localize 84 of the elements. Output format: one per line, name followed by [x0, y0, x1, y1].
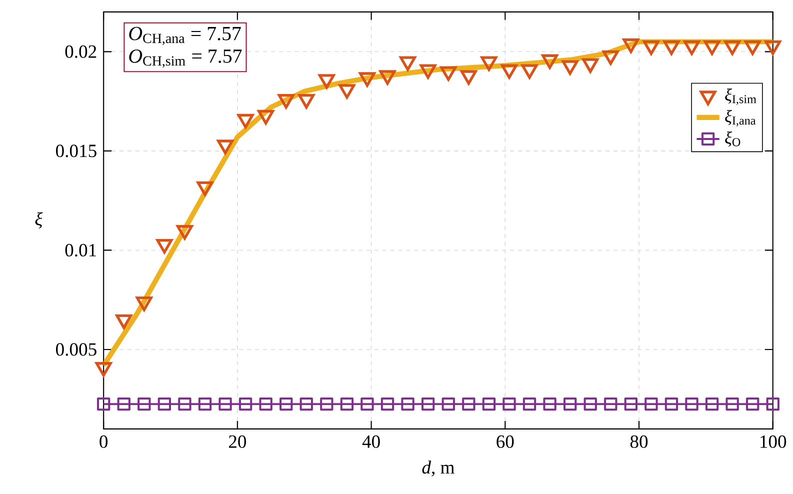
- point: [502, 398, 516, 411]
- point: [298, 94, 315, 109]
- point: [178, 398, 192, 411]
- point: [726, 398, 739, 411]
- point: [217, 140, 234, 154]
- point: [196, 181, 214, 196]
- point: [542, 54, 558, 69]
- point: [421, 398, 435, 411]
- point: [704, 40, 720, 55]
- point: [582, 58, 599, 73]
- point: [442, 398, 455, 411]
- point: [176, 225, 193, 240]
- point: [318, 74, 335, 89]
- point: [237, 114, 254, 128]
- x-axis-title: d, m: [422, 460, 454, 476]
- point: [602, 50, 619, 65]
- point: [360, 398, 374, 411]
- point: [379, 70, 396, 85]
- point: [440, 66, 457, 81]
- point: [564, 398, 577, 411]
- point: [358, 72, 376, 87]
- point: [644, 398, 658, 411]
- point: [480, 56, 498, 71]
- point: [198, 398, 212, 411]
- point: [562, 60, 578, 75]
- point: [340, 398, 354, 411]
- annotation: O$_{CH,sim}$ = 7.57: [129, 49, 242, 68]
- x-tick-label: 80: [630, 435, 648, 448]
- legend-label: ξ$_{I,sim}$: [725, 88, 756, 105]
- point: [278, 94, 294, 109]
- y-tick-label: 0.01: [65, 244, 96, 257]
- point: [97, 398, 110, 411]
- point: [482, 398, 496, 411]
- point: [218, 398, 232, 411]
- point: [338, 84, 356, 99]
- point: [380, 398, 394, 411]
- point: [766, 398, 780, 411]
- point: [259, 398, 272, 411]
- x-tick-label: 40: [362, 435, 380, 448]
- point: [744, 40, 761, 55]
- point: [624, 398, 638, 411]
- point: [400, 56, 416, 71]
- point: [238, 398, 252, 411]
- point: [663, 40, 680, 55]
- point: [521, 64, 538, 79]
- x-tick-label: 100: [760, 435, 786, 448]
- legend-label: ξ$_{O}$: [725, 132, 740, 147]
- point: [746, 398, 760, 411]
- point: [117, 398, 130, 411]
- x-tick-label: 0: [100, 435, 108, 448]
- point: [684, 40, 700, 55]
- point: [664, 398, 678, 411]
- y-tick-label: 0.015: [56, 144, 96, 158]
- point: [460, 70, 477, 85]
- point: [420, 64, 436, 79]
- annotation: O$_{CH,ana}$ = 7.57: [129, 26, 241, 46]
- point: [543, 398, 556, 411]
- y-axis-title: ξ: [35, 212, 43, 229]
- point: [604, 398, 618, 411]
- point: [522, 398, 536, 411]
- point: [258, 110, 274, 124]
- point: [401, 398, 414, 411]
- point: [642, 40, 660, 55]
- point: [280, 398, 293, 411]
- point: [300, 398, 313, 411]
- point: [116, 314, 132, 330]
- point: [320, 398, 334, 411]
- point: [622, 38, 640, 54]
- legend-label: ξ$_{I,ana}$: [725, 110, 756, 126]
- point: [705, 398, 719, 411]
- point: [138, 398, 151, 411]
- point: [136, 296, 152, 312]
- point: [158, 398, 171, 411]
- point: [462, 398, 476, 411]
- x-tick-label: 20: [228, 435, 246, 448]
- point: [724, 40, 741, 55]
- y-tick-label: 0.005: [56, 343, 96, 356]
- point: [156, 238, 173, 254]
- x-tick-label: 60: [496, 435, 514, 448]
- point: [584, 398, 597, 411]
- point: [685, 398, 698, 411]
- point: [764, 40, 782, 55]
- y-tick-label: 0.02: [65, 45, 96, 58]
- point: [501, 64, 518, 79]
